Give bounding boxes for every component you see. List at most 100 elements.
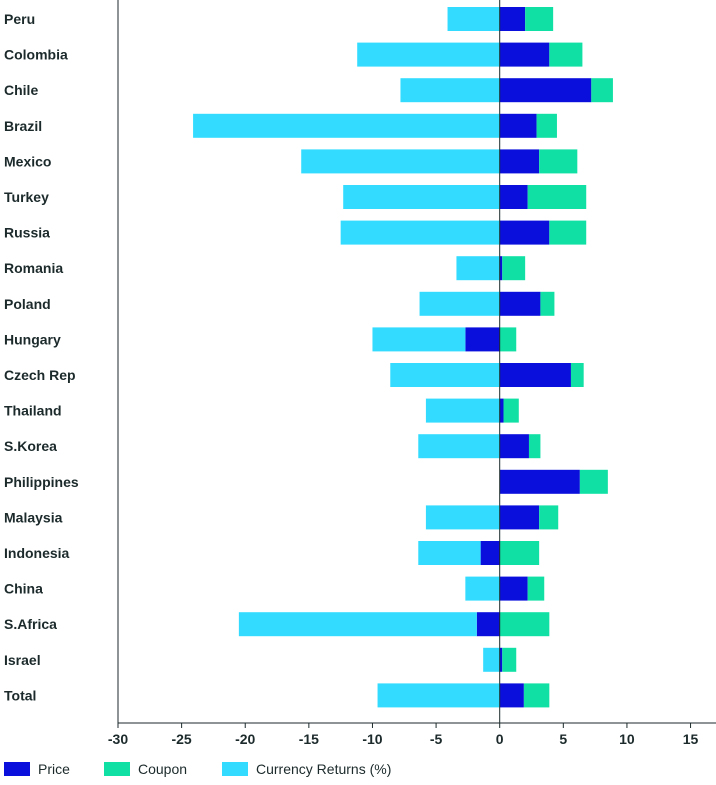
- bar-coupon-indonesia: [499, 541, 540, 565]
- legend-label-coupon: Coupon: [138, 761, 188, 777]
- category-label-chile: Chile: [4, 82, 38, 98]
- bar-coupon-chile: [591, 78, 613, 103]
- x-tick-label: -15: [299, 731, 319, 747]
- bar-price-thailand: [499, 398, 504, 423]
- bar-coupon-malaysia: [539, 505, 559, 530]
- category-label-russia: Russia: [4, 225, 50, 241]
- category-label-israel: Israel: [4, 652, 41, 668]
- bar-price-brazil: [499, 113, 537, 138]
- bar-currency-peru: [447, 7, 500, 31]
- category-label-peru: Peru: [4, 11, 35, 27]
- bar-price-russia: [499, 220, 550, 245]
- bar-currency-czech-rep: [390, 363, 500, 387]
- bar-price-s-africa: [476, 612, 500, 637]
- bar-price-turkey: [499, 185, 528, 209]
- category-label-philippines: Philippines: [4, 474, 79, 490]
- bar-currency-s-africa: [238, 612, 477, 637]
- bar-coupon-hungary: [499, 327, 517, 352]
- bar-coupon-china: [527, 576, 545, 601]
- bar-price-czech-rep: [499, 363, 571, 387]
- bar-coupon-total: [523, 683, 550, 708]
- bar-price-hungary: [465, 327, 500, 352]
- bar-price-indonesia: [480, 541, 500, 565]
- bar-price-israel: [499, 647, 503, 672]
- bar-currency-russia: [340, 220, 500, 245]
- bar-price-chile: [499, 78, 592, 103]
- bar-coupon-peru: [525, 7, 554, 31]
- bar-coupon-thailand: [503, 398, 519, 423]
- bar-currency-total: [377, 683, 500, 708]
- legend-item-coupon: Coupon: [104, 758, 187, 780]
- x-tick-label: -10: [362, 731, 382, 747]
- category-label-czech-rep: Czech Rep: [4, 367, 76, 383]
- bar-price-malaysia: [499, 505, 540, 530]
- category-label-china: China: [4, 581, 43, 597]
- x-tick-label: -5: [430, 731, 443, 747]
- category-label-turkey: Turkey: [4, 189, 49, 205]
- category-label-mexico: Mexico: [4, 153, 51, 169]
- bar-coupon-s-africa: [499, 612, 550, 637]
- x-tick-label: -20: [235, 731, 255, 747]
- bar-currency-hungary: [372, 327, 466, 352]
- bar-currency-brazil: [193, 113, 500, 138]
- bar-coupon-colombia: [549, 42, 583, 67]
- x-tick-label: 10: [619, 731, 635, 747]
- bar-currency-colombia: [357, 42, 500, 67]
- x-tick-label: 0: [496, 731, 504, 747]
- bar-currency-chile: [400, 78, 500, 103]
- bar-currency-china: [465, 576, 500, 601]
- category-label-colombia: Colombia: [4, 47, 68, 63]
- bar-coupon-poland: [540, 291, 555, 316]
- category-label-s-korea: S.Korea: [4, 438, 57, 454]
- bar-price-china: [499, 576, 528, 601]
- bar-currency-romania: [456, 256, 500, 281]
- category-label-poland: Poland: [4, 296, 51, 312]
- bar-chart: Peru Colombia Chile Brazil Mexico Turkey Russi…: [4, 0, 716, 747]
- bar-coupon-turkey: [527, 185, 587, 209]
- bar-price-peru: [499, 7, 526, 31]
- bars-group: [193, 7, 613, 708]
- legend-swatch-currency: [222, 762, 248, 776]
- bar-coupon-israel: [502, 647, 517, 672]
- x-tick-label: -30: [108, 731, 128, 747]
- legend-item-price: Price: [4, 758, 70, 780]
- category-label-indonesia: Indonesia: [4, 545, 70, 561]
- bar-coupon-romania: [502, 256, 526, 281]
- bar-currency-thailand: [425, 398, 500, 423]
- legend-label-currency: Currency Returns (%): [256, 761, 392, 777]
- bar-currency-israel: [483, 647, 500, 672]
- bar-price-colombia: [499, 42, 550, 67]
- category-label-total: Total: [4, 687, 36, 703]
- category-labels: Peru Colombia Chile Brazil Mexico Turkey Russi…: [4, 11, 79, 703]
- bar-currency-poland: [419, 291, 500, 316]
- category-label-s-africa: S.Africa: [4, 616, 57, 632]
- legend-swatch-coupon: [104, 762, 130, 776]
- bar-currency-s-korea: [418, 434, 500, 459]
- legend: Price Coupon Currency Returns (%): [0, 758, 716, 780]
- bar-coupon-mexico: [539, 149, 578, 174]
- category-label-hungary: Hungary: [4, 331, 61, 347]
- bar-coupon-czech-rep: [570, 363, 584, 387]
- legend-label-price: Price: [38, 761, 70, 777]
- x-tick-label: -25: [171, 731, 191, 747]
- bar-coupon-s-korea: [528, 434, 541, 459]
- bar-price-mexico: [499, 149, 540, 174]
- x-tick-label: 5: [559, 731, 567, 747]
- category-label-brazil: Brazil: [4, 118, 42, 134]
- bar-coupon-russia: [549, 220, 587, 245]
- bar-price-philippines: [499, 469, 580, 494]
- bar-currency-malaysia: [425, 505, 500, 530]
- bar-currency-turkey: [343, 185, 500, 209]
- category-label-thailand: Thailand: [4, 403, 62, 419]
- x-axis-ticks: -30 -25 -20 -15 -10 -5 0 5 10 15: [108, 723, 699, 747]
- legend-item-currency: Currency Returns (%): [222, 758, 391, 780]
- bar-coupon-philippines: [579, 469, 608, 494]
- bar-currency-mexico: [301, 149, 500, 174]
- bar-coupon-brazil: [536, 113, 557, 138]
- bar-currency-indonesia: [418, 541, 481, 565]
- legend-swatch-price: [4, 762, 30, 776]
- x-tick-label: 15: [683, 731, 699, 747]
- bar-price-s-korea: [499, 434, 529, 459]
- bar-price-poland: [499, 291, 541, 316]
- bar-price-total: [499, 683, 524, 708]
